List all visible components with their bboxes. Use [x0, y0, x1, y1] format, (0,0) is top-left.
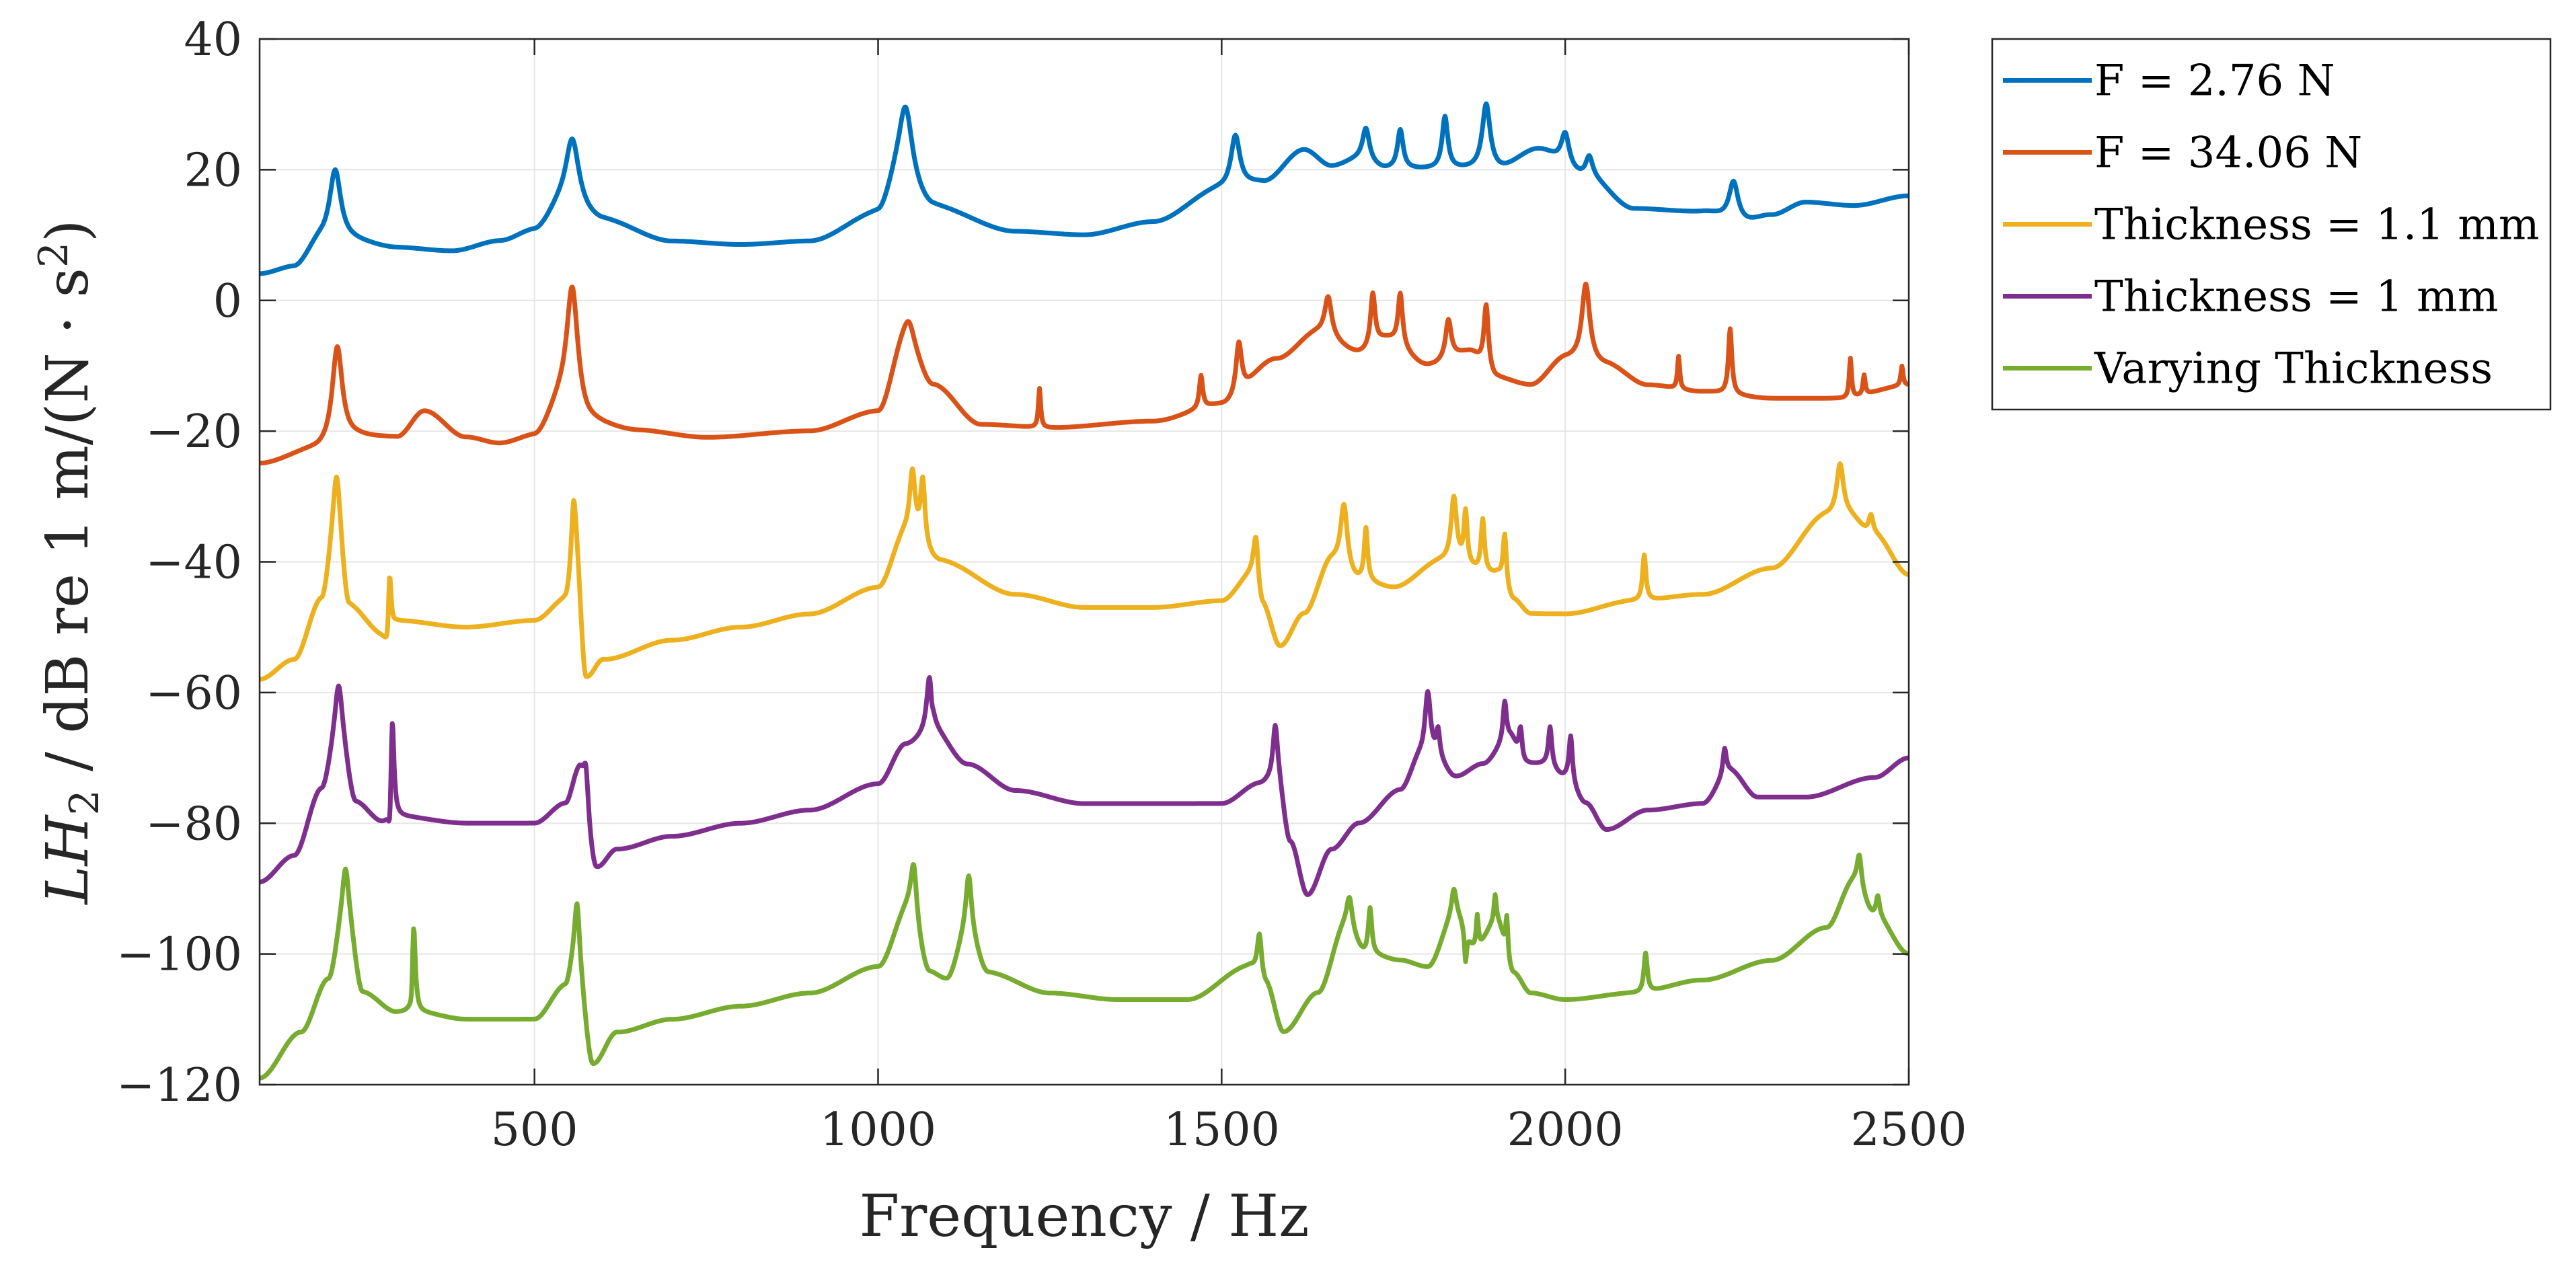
legend-label: F = 2.76 N — [2094, 56, 2335, 106]
legend-entry: F = 34.06 N — [2003, 128, 2362, 178]
legend-entry: Thickness = 1 mm — [2003, 272, 2499, 322]
y-tick-label: 20 — [184, 144, 242, 197]
y-axis-label: LH2 / dB re 1 m/(N · s2) — [30, 219, 108, 905]
plot-area: 500 1000 1500 2000 2500 40 20 0 −20 −40 −60 −80 −10… — [116, 13, 1967, 1157]
y-tick-label: −120 — [116, 1059, 242, 1112]
grid — [260, 39, 1909, 1085]
legend-entry: Varying Thickness — [2003, 344, 2493, 394]
y-axis-label-close: ) — [34, 219, 102, 242]
series-line-3 — [260, 461, 1909, 682]
x-axis-label: Frequency / Hz — [859, 1183, 1309, 1250]
legend: F = 2.76 N F = 34.06 N Thickness = 1.1 mm T… — [1991, 38, 2552, 411]
series-line-2 — [260, 281, 1909, 466]
series-lines — [260, 101, 1909, 1081]
y-axis-label-subscript: 2 — [61, 789, 108, 815]
legend-label: F = 34.06 N — [2094, 128, 2362, 178]
y-axis-label-superscript: 2 — [30, 242, 77, 268]
y-tick-label: −80 — [145, 798, 242, 851]
x-tick-label: 1500 — [1164, 1104, 1280, 1157]
x-tick-label: 1000 — [820, 1104, 936, 1157]
legend-label: Varying Thickness — [2094, 344, 2493, 394]
x-tick-label: 2000 — [1507, 1104, 1624, 1157]
y-axis-ticks: 40 20 0 −20 −40 −60 −80 −100 −120 — [116, 13, 1909, 1112]
x-axis-ticks: 500 1000 1500 2000 2500 — [491, 39, 1967, 1157]
series-line-1 — [260, 101, 1909, 276]
series-line-4 — [260, 675, 1909, 897]
y-tick-label: −100 — [116, 929, 242, 982]
y-tick-label: −20 — [145, 405, 242, 459]
legend-entry: Thickness = 1.1 mm — [2003, 200, 2540, 250]
x-tick-label: 500 — [491, 1104, 578, 1157]
y-axis-label-symbol: LH — [34, 814, 102, 905]
y-tick-label: −60 — [145, 667, 242, 720]
y-tick-label: −40 — [145, 537, 242, 590]
y-tick-label: 40 — [184, 13, 242, 67]
series-line-5 — [260, 852, 1909, 1081]
legend-items: F = 2.76 N F = 34.06 N Thickness = 1.1 mm T… — [2003, 56, 2540, 394]
legend-label: Thickness = 1 mm — [2094, 272, 2499, 322]
y-axis-label-units: / dB re 1 m/(N · s — [34, 268, 102, 789]
y-tick-label: 0 — [213, 275, 242, 328]
legend-label: Thickness = 1.1 mm — [2094, 200, 2540, 250]
x-tick-label: 2500 — [1850, 1104, 1967, 1157]
legend-entry: F = 2.76 N — [2003, 56, 2335, 106]
